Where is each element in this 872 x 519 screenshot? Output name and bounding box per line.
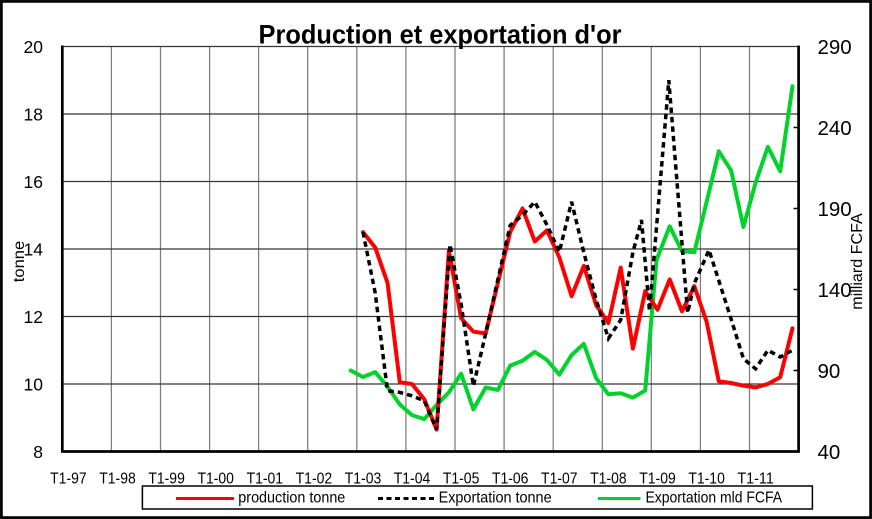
svg-text:tonne: tonne bbox=[11, 241, 28, 283]
svg-text:40: 40 bbox=[818, 441, 841, 464]
svg-text:240: 240 bbox=[818, 117, 852, 140]
svg-text:T1-03: T1-03 bbox=[345, 470, 382, 487]
svg-text:T1-08: T1-08 bbox=[590, 470, 627, 487]
svg-text:T1-09: T1-09 bbox=[639, 470, 676, 487]
svg-text:T1-04: T1-04 bbox=[394, 470, 431, 487]
svg-text:12: 12 bbox=[24, 307, 43, 327]
svg-text:14: 14 bbox=[24, 240, 44, 260]
svg-text:T1-98: T1-98 bbox=[99, 470, 136, 487]
svg-text:milliard FCFA: milliard FCFA bbox=[849, 213, 866, 310]
svg-text:T1-05: T1-05 bbox=[443, 470, 480, 487]
svg-text:T1-06: T1-06 bbox=[492, 470, 529, 487]
svg-text:140: 140 bbox=[818, 279, 852, 302]
svg-text:16: 16 bbox=[24, 172, 43, 192]
svg-text:T1-00: T1-00 bbox=[197, 470, 234, 487]
svg-text:8: 8 bbox=[33, 442, 43, 462]
svg-text:T1-99: T1-99 bbox=[148, 470, 185, 487]
svg-text:20: 20 bbox=[24, 37, 44, 57]
svg-text:T1-97: T1-97 bbox=[50, 470, 87, 487]
svg-text:T1-10: T1-10 bbox=[688, 470, 725, 487]
svg-text:production tonne: production tonne bbox=[238, 490, 345, 507]
svg-text:T1-11: T1-11 bbox=[737, 470, 774, 487]
svg-text:T1-07: T1-07 bbox=[541, 470, 578, 487]
svg-text:190: 190 bbox=[818, 198, 852, 221]
svg-text:90: 90 bbox=[818, 360, 841, 383]
svg-text:10: 10 bbox=[24, 375, 44, 395]
svg-text:Exportation tonne: Exportation tonne bbox=[439, 490, 552, 507]
svg-text:Production et exportation d'or: Production et exportation d'or bbox=[259, 20, 622, 50]
svg-text:T1-01: T1-01 bbox=[247, 470, 284, 487]
svg-text:Exportation mld FCFA: Exportation mld FCFA bbox=[646, 490, 783, 507]
svg-text:T1-02: T1-02 bbox=[296, 470, 333, 487]
svg-text:290: 290 bbox=[818, 36, 852, 59]
svg-text:18: 18 bbox=[24, 105, 43, 125]
